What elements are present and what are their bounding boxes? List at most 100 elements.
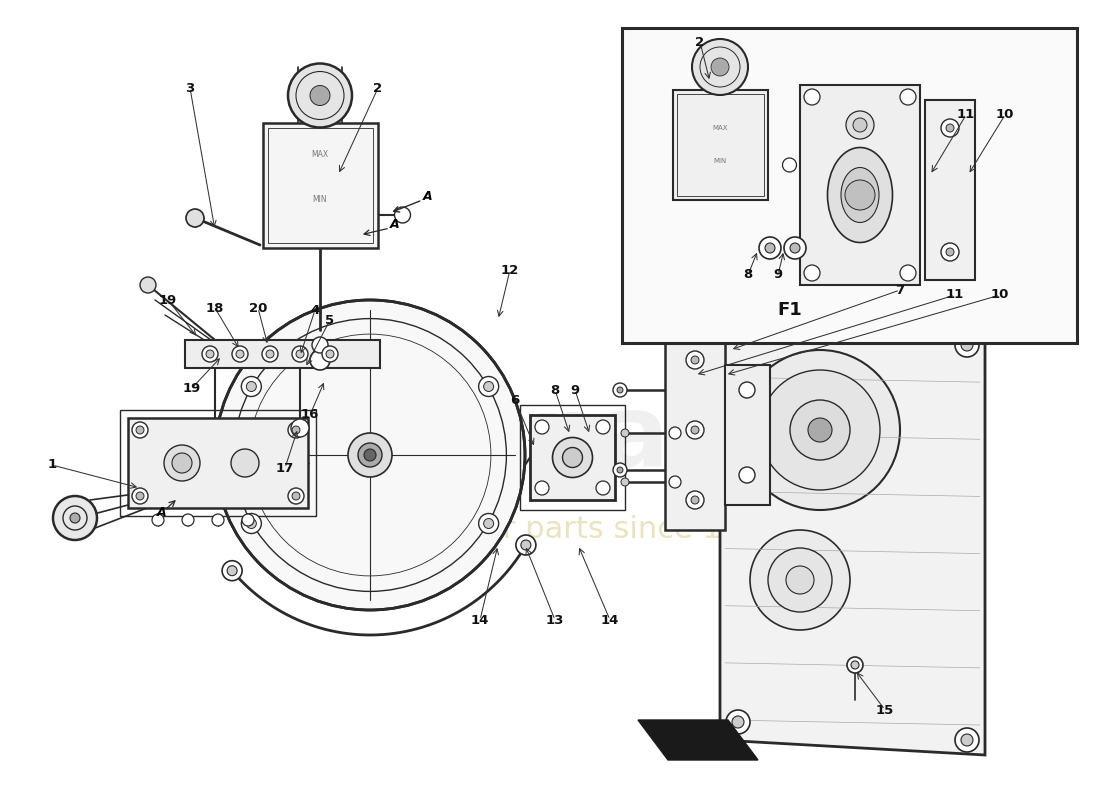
Circle shape [310, 86, 330, 106]
Circle shape [172, 453, 192, 473]
Text: MAX: MAX [713, 125, 728, 131]
Text: 8: 8 [744, 269, 752, 282]
Circle shape [214, 300, 525, 610]
Bar [120, 410, 316, 516]
Text: F1: F1 [778, 301, 802, 319]
Circle shape [804, 89, 820, 105]
Text: 15: 15 [876, 703, 894, 717]
Circle shape [535, 420, 549, 434]
Circle shape [617, 467, 623, 473]
Circle shape [786, 566, 814, 594]
Text: 19: 19 [183, 382, 201, 394]
Circle shape [940, 243, 959, 261]
Text: 3: 3 [186, 82, 195, 94]
Text: 9: 9 [773, 269, 782, 282]
Text: 10: 10 [996, 109, 1014, 122]
Circle shape [961, 734, 974, 746]
Text: A: A [157, 506, 167, 518]
Circle shape [760, 370, 880, 490]
Circle shape [535, 481, 549, 495]
Circle shape [136, 492, 144, 500]
Bar [128, 418, 308, 508]
Bar [520, 405, 625, 510]
Circle shape [782, 158, 796, 172]
Circle shape [296, 350, 304, 358]
Circle shape [691, 356, 698, 364]
Text: 17: 17 [276, 462, 294, 474]
Text: 8: 8 [550, 383, 560, 397]
Text: 5: 5 [326, 314, 334, 326]
Circle shape [246, 382, 256, 391]
Text: A: A [390, 218, 399, 231]
Circle shape [312, 337, 328, 353]
Circle shape [739, 382, 755, 398]
Circle shape [613, 463, 627, 477]
Text: 20: 20 [249, 302, 267, 314]
Text: 16: 16 [300, 409, 319, 422]
Circle shape [750, 530, 850, 630]
Circle shape [484, 382, 494, 391]
Bar [666, 335, 725, 530]
Circle shape [851, 661, 859, 669]
Circle shape [847, 657, 864, 673]
Circle shape [955, 728, 979, 752]
Circle shape [478, 377, 498, 397]
Text: 13: 13 [546, 614, 564, 626]
Text: MIN: MIN [714, 158, 727, 164]
Ellipse shape [827, 147, 892, 242]
Circle shape [364, 449, 376, 461]
Circle shape [241, 377, 262, 397]
Circle shape [232, 346, 248, 362]
Text: MAX: MAX [311, 150, 329, 159]
Circle shape [790, 243, 800, 253]
Circle shape [288, 63, 352, 127]
Circle shape [686, 491, 704, 509]
Text: 4: 4 [310, 303, 320, 317]
Circle shape [310, 350, 330, 370]
Circle shape [768, 548, 832, 612]
Bar [672, 90, 768, 200]
Circle shape [669, 476, 681, 488]
Circle shape [212, 514, 224, 526]
Circle shape [262, 346, 278, 362]
Bar [263, 122, 377, 247]
Text: 2: 2 [373, 82, 383, 94]
Circle shape [691, 496, 698, 504]
Circle shape [621, 429, 629, 437]
Circle shape [726, 710, 750, 734]
Circle shape [70, 513, 80, 523]
Circle shape [292, 346, 308, 362]
Circle shape [348, 433, 392, 477]
Circle shape [222, 561, 242, 581]
Circle shape [516, 535, 536, 555]
Circle shape [846, 111, 874, 139]
Bar [800, 85, 920, 285]
Circle shape [552, 438, 593, 478]
Circle shape [292, 492, 300, 500]
Circle shape [740, 350, 900, 510]
Circle shape [961, 339, 974, 351]
Circle shape [292, 419, 309, 437]
Bar [621, 28, 1077, 343]
Circle shape [790, 400, 850, 460]
Circle shape [521, 540, 531, 550]
Text: 6: 6 [510, 394, 519, 406]
Circle shape [484, 518, 494, 529]
Circle shape [132, 422, 148, 438]
Text: 12: 12 [500, 263, 519, 277]
Circle shape [132, 488, 148, 504]
Text: 19: 19 [158, 294, 177, 306]
Circle shape [613, 383, 627, 397]
Text: 14: 14 [601, 614, 619, 626]
Text: a passion for parts since 1982: a passion for parts since 1982 [319, 515, 781, 545]
Text: 1: 1 [47, 458, 56, 471]
Bar [530, 415, 615, 500]
Bar [925, 100, 975, 280]
Circle shape [617, 387, 623, 393]
Circle shape [739, 467, 755, 483]
Text: 14: 14 [471, 614, 490, 626]
Bar [676, 94, 763, 196]
Text: 11: 11 [957, 109, 975, 122]
Circle shape [669, 427, 681, 439]
Circle shape [621, 478, 629, 486]
